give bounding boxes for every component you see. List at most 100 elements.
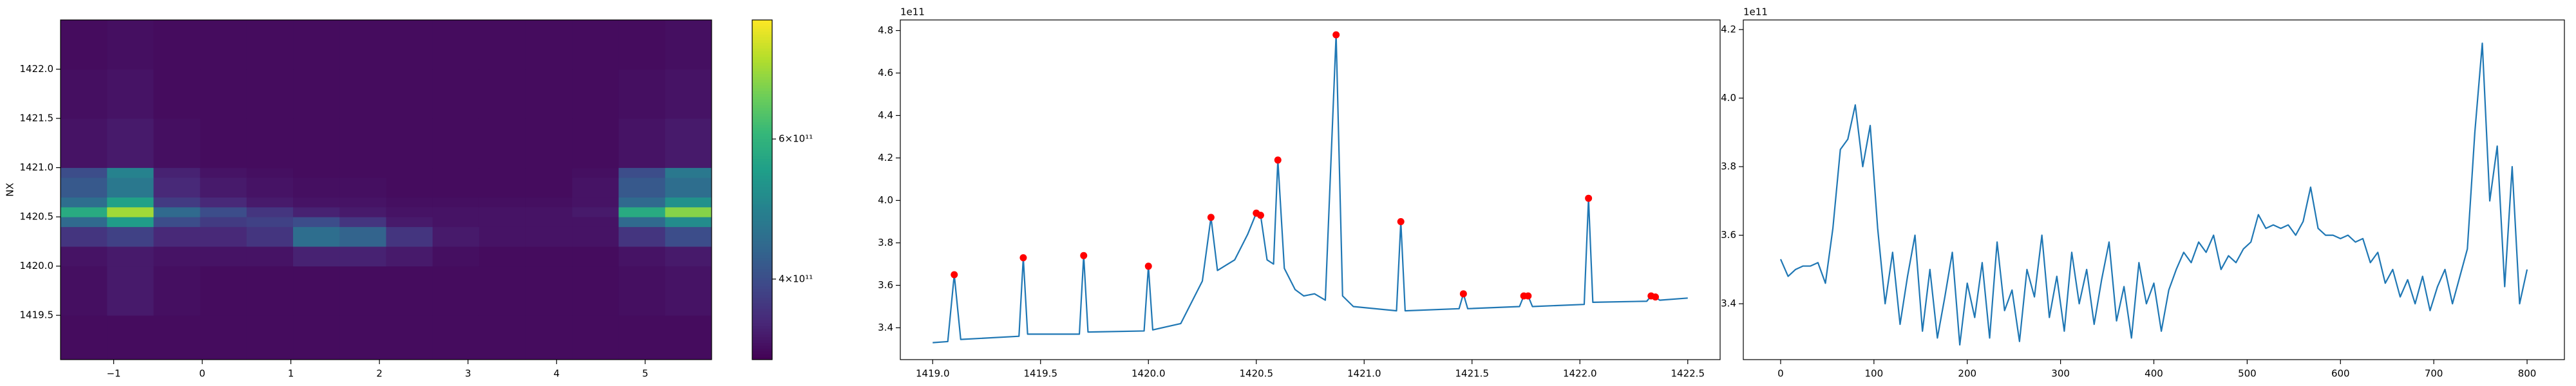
y-tick-label: 4.2 [1721, 23, 1736, 35]
heatmap-cell [293, 217, 340, 227]
colorbar-segment [752, 96, 772, 100]
heatmap-cell [478, 20, 526, 70]
heatmap-cell [478, 197, 526, 208]
heatmap-cell [339, 167, 386, 178]
heatmap-cell [572, 177, 620, 198]
y-tick-label: 4.6 [878, 67, 893, 78]
heatmap-cell [246, 167, 294, 178]
colorbar-segment [752, 124, 772, 128]
peak-marker [1274, 156, 1282, 164]
heatmap-cell [200, 266, 247, 316]
heatmap-cell [386, 167, 433, 178]
heatmap-cell [246, 20, 294, 70]
heatmap-cell [293, 118, 340, 169]
colorbar-segment [752, 289, 772, 292]
colorbar-segment [752, 42, 772, 46]
colorbar-segment [752, 266, 772, 270]
x-tick-label: 300 [2051, 368, 2070, 380]
colorbar-segment [752, 91, 772, 94]
heatmap-cell [200, 167, 247, 178]
heatmap-cell [432, 197, 480, 208]
x-tick-label: 500 [2238, 368, 2257, 380]
colorbar-segment [752, 53, 772, 57]
heatmap-cell [293, 197, 340, 208]
heatmap-cell [200, 246, 247, 267]
colorbar-segment [752, 209, 772, 213]
heatmap-cell [665, 177, 712, 198]
heatmap-cell [107, 118, 154, 169]
heatmap-cell [153, 217, 201, 227]
colorbar-segment [752, 181, 772, 185]
heatmap-cell [200, 217, 247, 227]
x-tick-label: 1422.0 [1563, 368, 1597, 380]
heatmap-cell [61, 226, 108, 247]
heatmap-cell [665, 69, 712, 119]
heatmap-cell [526, 20, 573, 70]
colorbar-segment [752, 39, 772, 43]
heatmap-cell [478, 69, 526, 119]
x-tick-label: 2 [376, 368, 383, 380]
heatmap-cell [339, 69, 386, 119]
colorbar-segment [752, 122, 772, 125]
heatmap-cell [107, 177, 154, 198]
x-tick-label: 1419.0 [916, 368, 950, 380]
heatmap-cell [107, 167, 154, 178]
heatmap-cell [339, 207, 386, 217]
colorbar-segment [752, 133, 772, 136]
heatmap-cell [665, 315, 712, 360]
heatmap-cell [61, 167, 108, 178]
y-axis-label: NX [5, 183, 16, 197]
heatmap-cell [246, 217, 294, 227]
colorbar-segment [752, 342, 772, 346]
heatmap-cell [153, 118, 201, 169]
heatmap-cell [618, 266, 666, 316]
colorbar-segment [752, 257, 772, 261]
heatmap-cell [618, 20, 666, 70]
heatmap-cell [339, 20, 386, 70]
x-tick-label: 1420.0 [1132, 368, 1166, 380]
y-tick-label: 1420.5 [20, 211, 54, 223]
colorbar-segment [752, 241, 772, 244]
heatmap-cell [246, 266, 294, 316]
colorbar-segment [752, 223, 772, 227]
heatmap-cell [526, 217, 573, 227]
heatmap-cell [339, 246, 386, 267]
colorbar-segment [752, 142, 772, 145]
heatmap-cell [526, 315, 573, 360]
peak-marker [1652, 293, 1659, 301]
colorbar-segment [752, 320, 772, 324]
y-tick-label: 3.6 [1721, 229, 1736, 241]
colorbar-segment [752, 235, 772, 239]
x-tick-label: −1 [106, 368, 120, 380]
heatmap-cell [293, 177, 340, 198]
colorbar-segment [752, 348, 772, 352]
heatmap-cell [200, 20, 247, 70]
colorbar-segment [752, 99, 772, 103]
colorbar-segment [752, 37, 772, 41]
heatmap-cell [386, 226, 433, 247]
colorbar-segment [752, 176, 772, 179]
heatmap-cell [339, 217, 386, 227]
heatmap-cell [478, 266, 526, 316]
colorbar-segment [752, 326, 772, 329]
colorbar-segment [752, 226, 772, 230]
heatmap-cell [478, 177, 526, 198]
heatmap-cell [665, 207, 712, 217]
colorbar-segment [752, 73, 772, 77]
heatmap-cell [526, 177, 573, 198]
x-tick-label: 4 [554, 368, 560, 380]
heatmap-cell [153, 20, 201, 70]
colorbar-segment [752, 150, 772, 154]
heatmap-cell [200, 177, 247, 198]
colorbar-segment [752, 167, 772, 170]
heatmap-cell [293, 167, 340, 178]
x-tick-label: 1420.5 [1240, 368, 1274, 380]
heatmap-cell [200, 315, 247, 360]
heatmap-cell [432, 207, 480, 217]
colorbar-segment [752, 79, 772, 83]
heatmap-cell [153, 69, 201, 119]
colorbar-segment [752, 246, 772, 250]
heatmap-cell [200, 197, 247, 208]
colorbar-segment [752, 23, 772, 26]
